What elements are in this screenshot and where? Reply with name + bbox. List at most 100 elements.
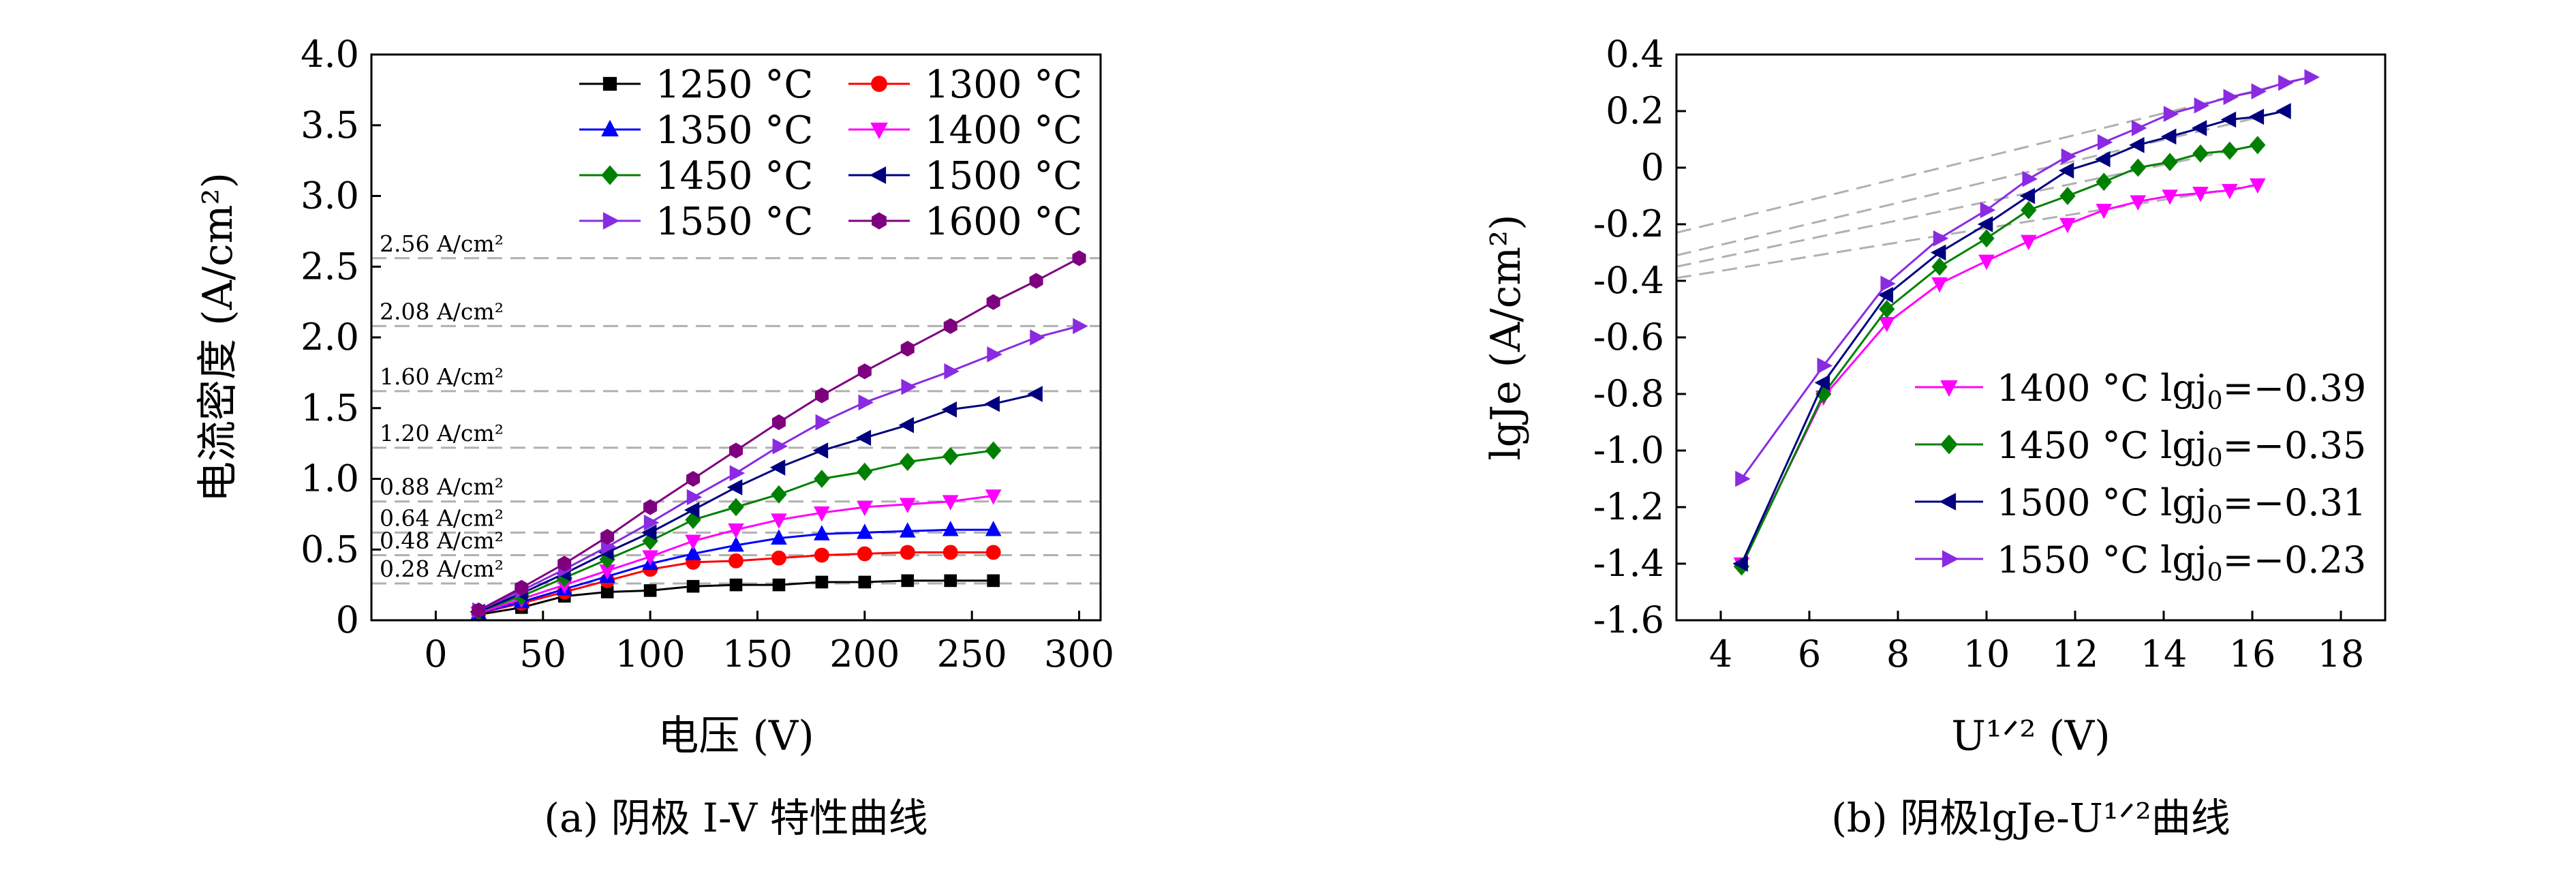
legend-marker: [871, 76, 887, 92]
data-point: [858, 394, 874, 411]
y-tick-label: 4.0: [301, 33, 359, 76]
legend-label: 1500 °C lgj0=−0.31: [1997, 481, 2366, 530]
data-point: [2129, 136, 2145, 153]
panel-b-chart: 4 6 8 10 12 14 16 18 0.4 0.2 0 -0.2 -0.4 -0.6 -0.8 -1.…: [1482, 33, 2387, 841]
data-point: [944, 363, 960, 380]
legend-label: 1400 °C: [925, 108, 1082, 153]
data-point: [2019, 187, 2036, 204]
data-point: [1732, 556, 1748, 572]
legend-name: 1400 °C lgj: [1997, 367, 2207, 410]
legend-subscript: 0: [2207, 502, 2223, 530]
series-group: [472, 574, 1000, 622]
reference-line-label: 0.28 A/cm²: [380, 556, 504, 582]
data-point: [2095, 151, 2111, 168]
data-point: [984, 395, 1000, 412]
legend-label: 1300 °C: [925, 63, 1082, 107]
legend-label: 1450 °C lgj0=−0.35: [1997, 424, 2366, 472]
data-point: [729, 442, 743, 459]
x-tick-label: 6: [1798, 633, 1821, 675]
data-point: [815, 414, 831, 431]
fit-line: [1676, 183, 2258, 279]
data-point: [942, 495, 959, 511]
data-point: [729, 465, 746, 482]
data-point: [684, 502, 700, 518]
panel-b-xlabel: U¹ᐟ² (V): [1951, 712, 2110, 760]
panel-b-caption: (b) 阴极lgJe-U¹ᐟ²曲线: [1831, 795, 2230, 841]
data-point: [2192, 187, 2209, 202]
panel-a-chart: 2.56 A/cm² 2.08 A/cm² 1.60 A/cm² 1.20 A/cm²…: [194, 33, 1114, 841]
y-tick-label: -1.6: [1593, 598, 1664, 641]
data-point: [2191, 120, 2207, 136]
legend-marker: [869, 166, 887, 184]
reference-line-label: 0.88 A/cm²: [380, 474, 504, 500]
legend-label: 1450 °C: [656, 154, 813, 198]
data-point: [900, 453, 916, 472]
data-point: [987, 574, 1000, 588]
legend-subscript: 0: [2207, 559, 2223, 587]
x-tick-label: 150: [722, 633, 793, 675]
data-point: [2304, 69, 2320, 86]
data-point: [901, 574, 915, 588]
data-point: [771, 529, 787, 545]
reference-line-label: 2.56 A/cm²: [380, 230, 504, 257]
data-point: [944, 574, 957, 588]
panel-a-reference-lines: 2.56 A/cm² 2.08 A/cm² 1.60 A/cm² 1.20 A/cm²…: [371, 230, 1101, 585]
data-point: [1879, 300, 1895, 318]
data-point: [985, 489, 1002, 505]
data-point: [2162, 153, 2178, 172]
data-point: [729, 578, 743, 592]
data-point: [2096, 172, 2112, 192]
data-point: [771, 414, 786, 431]
legend-marker: [1940, 380, 1958, 397]
data-point: [857, 462, 873, 481]
data-point: [857, 546, 872, 562]
data-point: [2250, 136, 2266, 155]
x-tick-label: 300: [1044, 633, 1114, 675]
data-point: [2021, 200, 2037, 219]
panel-a-series: [470, 250, 1088, 622]
data-point: [728, 523, 744, 539]
y-tick-label: -1.2: [1593, 485, 1664, 528]
data-point: [1073, 318, 1088, 335]
panel-b-series: [1732, 69, 2320, 576]
data-point: [942, 446, 959, 466]
reference-line-label: 1.60 A/cm²: [380, 363, 504, 390]
data-point: [643, 584, 657, 597]
data-point: [2130, 158, 2146, 177]
data-point: [643, 514, 660, 531]
legend-marker: [602, 76, 617, 91]
y-tick-label: 0.4: [1606, 33, 1664, 76]
panel-a-xlabel: 电压 (V): [658, 712, 814, 760]
data-point: [686, 470, 701, 487]
legend-marker: [872, 212, 887, 230]
legend-marker: [602, 212, 620, 230]
legend-label: 1250 °C: [656, 63, 813, 107]
series-group: [1735, 69, 2320, 487]
data-point: [1978, 229, 1995, 248]
data-point: [1877, 286, 1894, 303]
data-point: [2020, 234, 2037, 251]
panel-b-x-ticks: 4 6 8 10 12 14 16 18: [1709, 611, 2364, 675]
data-point: [942, 545, 958, 560]
data-point: [857, 363, 872, 380]
legend-marker: [1942, 550, 1959, 568]
data-point: [2022, 170, 2038, 187]
data-point: [899, 498, 916, 514]
x-tick-label: 100: [615, 633, 686, 675]
panel-a-ylabel: 电流密度 (A/cm²): [194, 172, 242, 502]
fit-line: [1676, 110, 2285, 257]
data-point: [900, 545, 915, 560]
data-point: [771, 550, 786, 566]
data-point: [685, 534, 701, 550]
data-point: [1814, 374, 1830, 391]
data-point: [1980, 202, 1996, 219]
panel-b-fit-lines: [1676, 76, 2312, 279]
data-point: [2059, 217, 2076, 234]
data-point: [941, 401, 957, 418]
data-point: [1933, 230, 1949, 247]
legend-name: 1550 °C lgj: [1997, 538, 2207, 581]
data-point: [1930, 244, 1946, 261]
x-tick-label: 4: [1709, 633, 1732, 675]
series-group: [472, 318, 1088, 619]
